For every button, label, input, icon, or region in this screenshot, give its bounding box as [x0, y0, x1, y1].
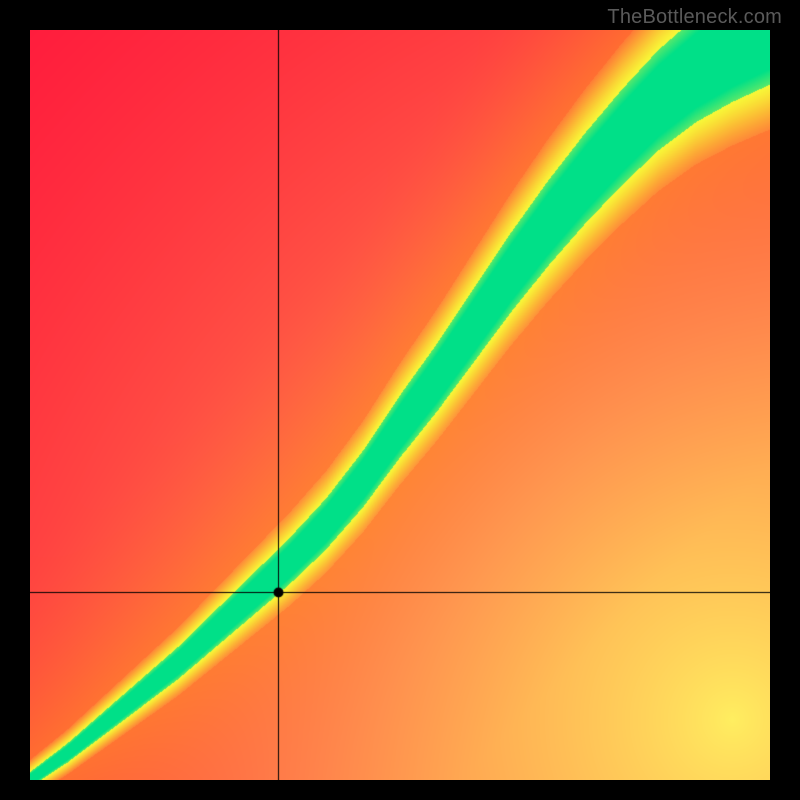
heatmap-canvas [30, 30, 770, 780]
plot-area [30, 30, 770, 780]
watermark-text: TheBottleneck.com [607, 6, 782, 29]
chart-container: TheBottleneck.com [0, 0, 800, 800]
